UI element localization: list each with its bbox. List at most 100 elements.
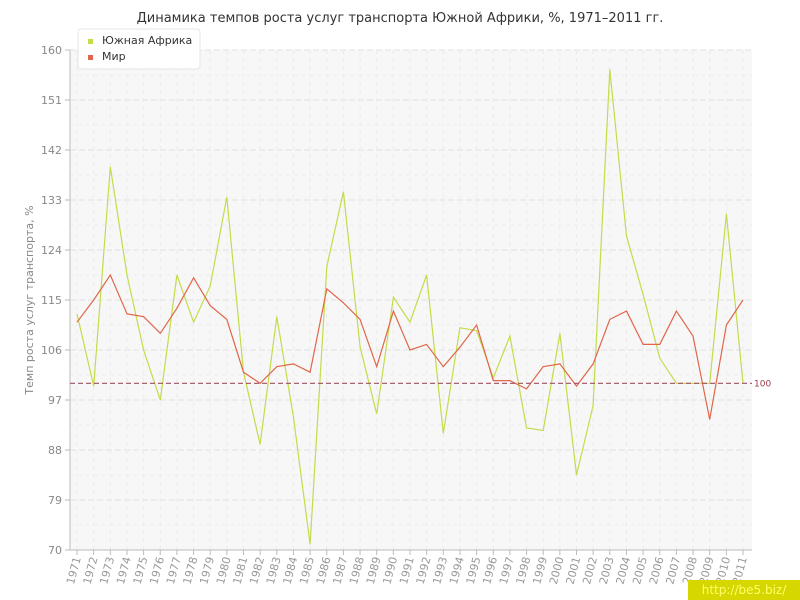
- data-point-1[interactable]: [525, 388, 527, 390]
- legend[interactable]: Южная Африка Мир: [77, 28, 201, 70]
- y-axis-label: Темп роста услуг транспорта, %: [23, 205, 36, 395]
- data-point-0[interactable]: [92, 385, 94, 387]
- data-point-0[interactable]: [459, 327, 461, 329]
- legend-box: [77, 28, 201, 70]
- data-point-1[interactable]: [542, 365, 544, 367]
- data-point-1[interactable]: [209, 304, 211, 306]
- data-point-1[interactable]: [159, 332, 161, 334]
- data-point-1[interactable]: [509, 379, 511, 381]
- data-point-0[interactable]: [109, 165, 111, 167]
- data-point-0[interactable]: [675, 382, 677, 384]
- data-point-0[interactable]: [725, 213, 727, 215]
- data-point-1[interactable]: [226, 318, 228, 320]
- data-point-0[interactable]: [659, 357, 661, 359]
- data-point-0[interactable]: [642, 293, 644, 295]
- data-point-0[interactable]: [559, 332, 561, 334]
- data-point-1[interactable]: [292, 363, 294, 365]
- data-point-0[interactable]: [575, 474, 577, 476]
- data-point-1[interactable]: [76, 321, 78, 323]
- data-point-0[interactable]: [326, 265, 328, 267]
- data-point-1[interactable]: [142, 315, 144, 317]
- data-point-0[interactable]: [292, 415, 294, 417]
- y-tick-label: 88: [48, 444, 62, 457]
- y-tick-label: 97: [48, 394, 62, 407]
- data-point-1[interactable]: [559, 363, 561, 365]
- data-point-0[interactable]: [525, 427, 527, 429]
- data-point-1[interactable]: [92, 299, 94, 301]
- data-point-1[interactable]: [725, 324, 727, 326]
- y-tick-label: 160: [41, 44, 62, 57]
- data-point-0[interactable]: [509, 335, 511, 337]
- series-lines: [76, 68, 744, 545]
- y-tick-label: 79: [48, 494, 62, 507]
- data-point-1[interactable]: [675, 310, 677, 312]
- legend-label-0[interactable]: Южная Африка: [102, 34, 192, 47]
- data-point-1[interactable]: [309, 371, 311, 373]
- data-point-0[interactable]: [442, 432, 444, 434]
- data-point-1[interactable]: [276, 365, 278, 367]
- data-point-1[interactable]: [326, 288, 328, 290]
- y-tick-label: 70: [48, 544, 62, 557]
- data-point-1[interactable]: [409, 349, 411, 351]
- data-point-1[interactable]: [625, 310, 627, 312]
- data-point-1[interactable]: [376, 365, 378, 367]
- data-point-1[interactable]: [742, 299, 744, 301]
- data-point-0[interactable]: [425, 274, 427, 276]
- data-point-1[interactable]: [575, 385, 577, 387]
- data-point-1[interactable]: [609, 318, 611, 320]
- data-point-0[interactable]: [126, 274, 128, 276]
- series-line-0[interactable]: [76, 69, 744, 545]
- y-tick-label: 142: [41, 144, 62, 157]
- data-point-1[interactable]: [592, 363, 594, 365]
- data-point-0[interactable]: [359, 346, 361, 348]
- data-point-1[interactable]: [659, 343, 661, 345]
- data-point-0[interactable]: [259, 443, 261, 445]
- data-point-0[interactable]: [142, 349, 144, 351]
- data-point-1[interactable]: [709, 418, 711, 420]
- data-point-1[interactable]: [342, 302, 344, 304]
- data-point-1[interactable]: [359, 318, 361, 320]
- legend-label-1[interactable]: Мир: [102, 50, 126, 63]
- data-point-1[interactable]: [425, 343, 427, 345]
- data-point-0[interactable]: [692, 382, 694, 384]
- y-tick-label: 133: [41, 194, 62, 207]
- data-point-1[interactable]: [176, 307, 178, 309]
- data-point-1[interactable]: [475, 324, 477, 326]
- watermark[interactable]: http://be5.biz/: [688, 580, 800, 600]
- data-point-1[interactable]: [259, 382, 261, 384]
- data-point-1[interactable]: [459, 346, 461, 348]
- series-line-1[interactable]: [76, 273, 744, 420]
- data-point-1[interactable]: [242, 371, 244, 373]
- data-point-0[interactable]: [409, 321, 411, 323]
- data-point-0[interactable]: [376, 413, 378, 415]
- y-tick-label: 115: [41, 294, 62, 307]
- data-point-1[interactable]: [392, 310, 394, 312]
- data-point-0[interactable]: [625, 235, 627, 237]
- data-point-0[interactable]: [76, 313, 78, 315]
- data-point-1[interactable]: [192, 277, 194, 279]
- y-tick-label: 151: [41, 94, 62, 107]
- data-point-0[interactable]: [609, 68, 611, 70]
- data-point-1[interactable]: [492, 379, 494, 381]
- grid: [70, 49, 752, 551]
- y-tick-label: 124: [41, 244, 62, 257]
- data-point-0[interactable]: [592, 404, 594, 406]
- data-point-0[interactable]: [342, 190, 344, 192]
- data-point-0[interactable]: [542, 429, 544, 431]
- data-point-0[interactable]: [309, 543, 311, 545]
- data-point-1[interactable]: [442, 365, 444, 367]
- data-point-1[interactable]: [109, 274, 111, 276]
- data-point-1[interactable]: [126, 313, 128, 315]
- data-point-0[interactable]: [159, 399, 161, 401]
- data-point-0[interactable]: [226, 196, 228, 198]
- data-point-1[interactable]: [692, 335, 694, 337]
- data-point-1[interactable]: [642, 343, 644, 345]
- data-point-0[interactable]: [209, 285, 211, 287]
- chart-title: Динамика темпов роста услуг транспорта Ю…: [137, 11, 664, 26]
- data-point-0[interactable]: [192, 321, 194, 323]
- data-point-0[interactable]: [176, 274, 178, 276]
- data-point-0[interactable]: [276, 315, 278, 317]
- reference-line-label: 100: [754, 379, 771, 389]
- data-point-0[interactable]: [392, 296, 394, 298]
